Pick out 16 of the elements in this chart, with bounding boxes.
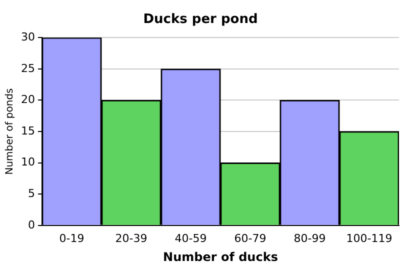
y-tick-label: 25 — [20, 62, 35, 75]
y-tick-label: 20 — [20, 93, 35, 106]
x-tick-label: 60-79 — [234, 232, 266, 245]
chart-title: Ducks per pond — [143, 12, 258, 28]
y-tick-label: 0 — [28, 218, 35, 232]
x-tick-label: 40-59 — [174, 232, 207, 245]
x-tick-label: 20-39 — [115, 232, 148, 245]
x-axis-title: Number of ducks — [163, 250, 278, 264]
x-tick-label: 100-119 — [346, 232, 392, 245]
y-tick-label: 10 — [20, 156, 35, 169]
x-tick-label: 0-19 — [59, 232, 84, 245]
x-tick-label: 80-99 — [294, 232, 326, 245]
y-tick-label: 30 — [20, 30, 35, 44]
y-axis-title: Number of ponds — [4, 88, 16, 175]
y-tick-label: 5 — [28, 186, 35, 200]
y-tick-label: 15 — [20, 124, 35, 138]
